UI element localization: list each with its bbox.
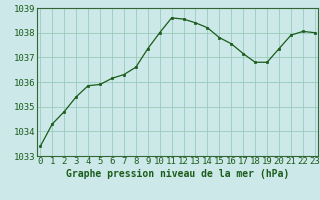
X-axis label: Graphe pression niveau de la mer (hPa): Graphe pression niveau de la mer (hPa) <box>66 169 289 179</box>
